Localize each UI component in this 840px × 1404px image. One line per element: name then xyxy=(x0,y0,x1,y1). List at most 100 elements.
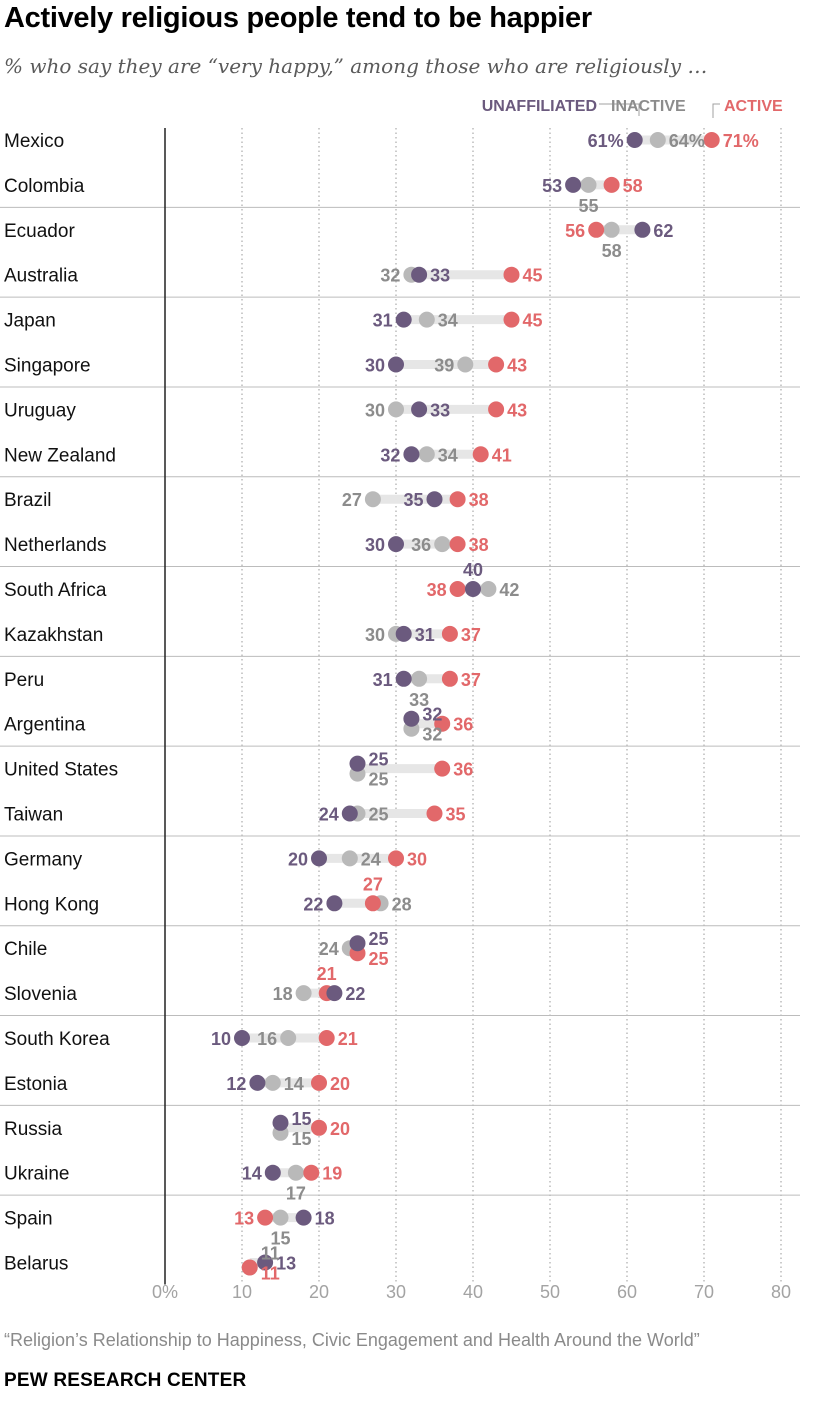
inactive-value-label: 25 xyxy=(369,805,389,825)
country-label: Estonia xyxy=(4,1074,68,1095)
country-label: Colombia xyxy=(4,176,85,197)
unaffiliated-value-label: 22 xyxy=(345,984,365,1004)
legend-unaffiliated: UNAFFILIATED xyxy=(482,98,597,115)
active-dot xyxy=(434,715,451,732)
unaffiliated-dot xyxy=(403,710,420,727)
active-dot xyxy=(449,581,466,597)
x-tick-label: 80 xyxy=(771,1282,791,1302)
active-dot xyxy=(472,446,489,463)
unaffiliated-dot xyxy=(341,805,358,822)
country-label: Ecuador xyxy=(4,221,75,242)
source-note: “Religion’s Relationship to Happiness, C… xyxy=(4,1330,700,1350)
unaffiliated-value-label: 15 xyxy=(292,1109,312,1129)
inactive-value-label: 64% xyxy=(669,131,705,151)
unaffiliated-dot xyxy=(465,581,481,597)
active-value-label: 37 xyxy=(461,670,481,690)
x-tick-label: 40 xyxy=(463,1282,483,1302)
active-dot xyxy=(364,895,381,912)
active-dot xyxy=(441,670,458,687)
active-value-label: 43 xyxy=(507,400,527,420)
active-dot xyxy=(441,625,458,642)
inactive-value-label: 33 xyxy=(409,690,429,710)
country-label: Japan xyxy=(4,311,56,332)
inactive-value-label: 30 xyxy=(365,625,385,645)
unaffiliated-dot xyxy=(388,536,404,553)
country-label: Kazakhstan xyxy=(4,625,103,646)
inactive-value-label: 27 xyxy=(342,490,362,510)
unaffiliated-dot xyxy=(411,401,428,418)
country-label: Brazil xyxy=(4,490,52,511)
inactive-value-label: 24 xyxy=(361,849,381,869)
active-dot xyxy=(388,850,404,867)
inactive-dot xyxy=(280,1030,297,1046)
inactive-dot xyxy=(287,1164,304,1181)
active-dot xyxy=(703,132,720,148)
country-label: Australia xyxy=(4,266,78,287)
inactive-value-label: 11 xyxy=(261,1244,280,1264)
unaffiliated-dot xyxy=(257,1254,274,1271)
active-value-label: 20 xyxy=(330,1119,350,1139)
country-label: Argentina xyxy=(4,715,86,736)
inactive-value-label: 15 xyxy=(292,1129,312,1149)
pew-logo-text: PEW RESEARCH CENTER xyxy=(4,1370,247,1391)
active-dot xyxy=(503,311,520,328)
country-label: New Zealand xyxy=(4,445,116,466)
unaffiliated-value-label: 40 xyxy=(463,560,483,580)
unaffiliated-value-label: 62 xyxy=(653,221,673,241)
inactive-value-label: 24 xyxy=(319,939,339,959)
inactive-value-label: 17 xyxy=(286,1184,306,1204)
unaffiliated-value-label: 30 xyxy=(365,356,385,376)
unaffiliated-dot xyxy=(403,446,420,463)
active-dot xyxy=(434,760,451,777)
unaffiliated-dot xyxy=(295,1209,312,1226)
inactive-value-label: 18 xyxy=(273,984,293,1004)
legend-active: ACTIVE xyxy=(724,98,783,115)
inactive-value-label: 32 xyxy=(422,725,442,745)
active-value-label: 71% xyxy=(723,131,759,151)
unaffiliated-dot xyxy=(272,1114,289,1131)
active-value-label: 21 xyxy=(317,964,337,984)
inactive-dot xyxy=(418,446,435,463)
unaffiliated-value-label: 18 xyxy=(315,1209,335,1229)
unaffiliated-value-label: 12 xyxy=(226,1074,246,1094)
inactive-value-label: 58 xyxy=(602,241,622,261)
inactive-dot xyxy=(434,536,451,553)
unaffiliated-dot xyxy=(311,850,327,867)
unaffiliated-dot xyxy=(395,311,412,328)
country-label: Hong Kong xyxy=(4,894,99,915)
inactive-value-label: 39 xyxy=(434,356,454,376)
x-tick-label: 50 xyxy=(540,1282,560,1302)
inactive-dot xyxy=(388,401,404,418)
inactive-dot xyxy=(457,356,474,373)
active-value-label: 35 xyxy=(446,805,466,825)
legend-leader-active xyxy=(712,103,720,118)
unaffiliated-value-label: 10 xyxy=(211,1029,231,1049)
unaffiliated-value-label: 35 xyxy=(403,490,423,510)
x-tick-label: 20 xyxy=(309,1282,329,1302)
inactive-value-label: 25 xyxy=(369,770,389,790)
unaffiliated-dot xyxy=(411,266,428,283)
inactive-value-label: 28 xyxy=(392,894,412,914)
active-dot xyxy=(311,1074,327,1091)
unaffiliated-dot xyxy=(426,491,443,508)
country-label: Peru xyxy=(4,670,44,691)
active-value-label: 45 xyxy=(523,266,543,286)
active-value-label: 41 xyxy=(492,445,512,465)
unaffiliated-value-label: 33 xyxy=(430,400,450,420)
active-value-label: 25 xyxy=(369,949,389,969)
unaffiliated-value-label: 31 xyxy=(373,670,393,690)
country-label: Ukraine xyxy=(4,1164,69,1185)
unaffiliated-value-label: 32 xyxy=(380,445,400,465)
active-value-label: 38 xyxy=(427,580,447,600)
active-value-label: 20 xyxy=(330,1074,350,1094)
active-value-label: 36 xyxy=(453,715,473,735)
unaffiliated-value-label: 25 xyxy=(369,750,389,770)
x-tick-label: 10 xyxy=(232,1282,252,1302)
active-dot xyxy=(311,1119,327,1136)
active-value-label: 37 xyxy=(461,625,481,645)
active-dot xyxy=(588,221,605,238)
unaffiliated-dot xyxy=(326,985,343,1002)
unaffiliated-value-label: 53 xyxy=(542,176,562,196)
active-value-label: 19 xyxy=(322,1164,342,1184)
inactive-dot xyxy=(580,176,597,193)
